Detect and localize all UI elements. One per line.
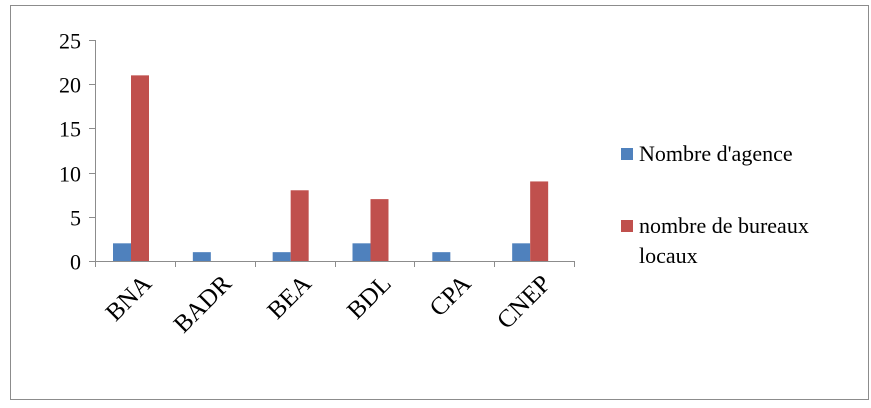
bar-bea-series-2: [290, 190, 309, 261]
category-label-bdl: BDL: [342, 270, 396, 324]
legend-swatch-series-1: [621, 148, 633, 160]
legend-swatch-series-2: [621, 220, 633, 232]
y-tick-label-15: 15: [59, 117, 81, 142]
legend-label-line: locaux: [639, 243, 698, 268]
legend-label-line: Nombre d'agence: [639, 141, 793, 166]
y-tick-label-25: 25: [59, 29, 81, 54]
bar-cpa-series-1: [432, 252, 451, 261]
category-label-cnep: CNEP: [492, 270, 556, 334]
bar-bdl-series-1: [352, 243, 371, 261]
legend-label-series-1: Nombre d'agence: [639, 141, 793, 166]
legend-label-series-2: nombre de bureaux locaux: [639, 213, 809, 268]
chart-border: [10, 5, 869, 400]
bar-bna-series-1: [113, 243, 131, 261]
bar-badr-series-1: [192, 252, 211, 261]
category-label-badr: BADR: [169, 270, 237, 338]
bar-bea-series-1: [272, 252, 291, 261]
bar-cnep-series-2: [530, 181, 549, 261]
category-label-bna: BNA: [101, 270, 157, 326]
legend-label-line: nombre de bureaux: [639, 213, 809, 238]
y-tick-label-10: 10: [59, 162, 81, 187]
y-tick-label-5: 5: [70, 206, 81, 231]
category-label-cpa: CPA: [425, 270, 477, 322]
category-label-bea: BEA: [262, 270, 316, 324]
y-tick-label-20: 20: [59, 73, 81, 98]
y-tick-label-0: 0: [70, 250, 81, 275]
bar-cnep-series-1: [512, 243, 531, 261]
bar-bdl-series-2: [370, 199, 389, 261]
bar-bna-series-2: [131, 75, 149, 261]
